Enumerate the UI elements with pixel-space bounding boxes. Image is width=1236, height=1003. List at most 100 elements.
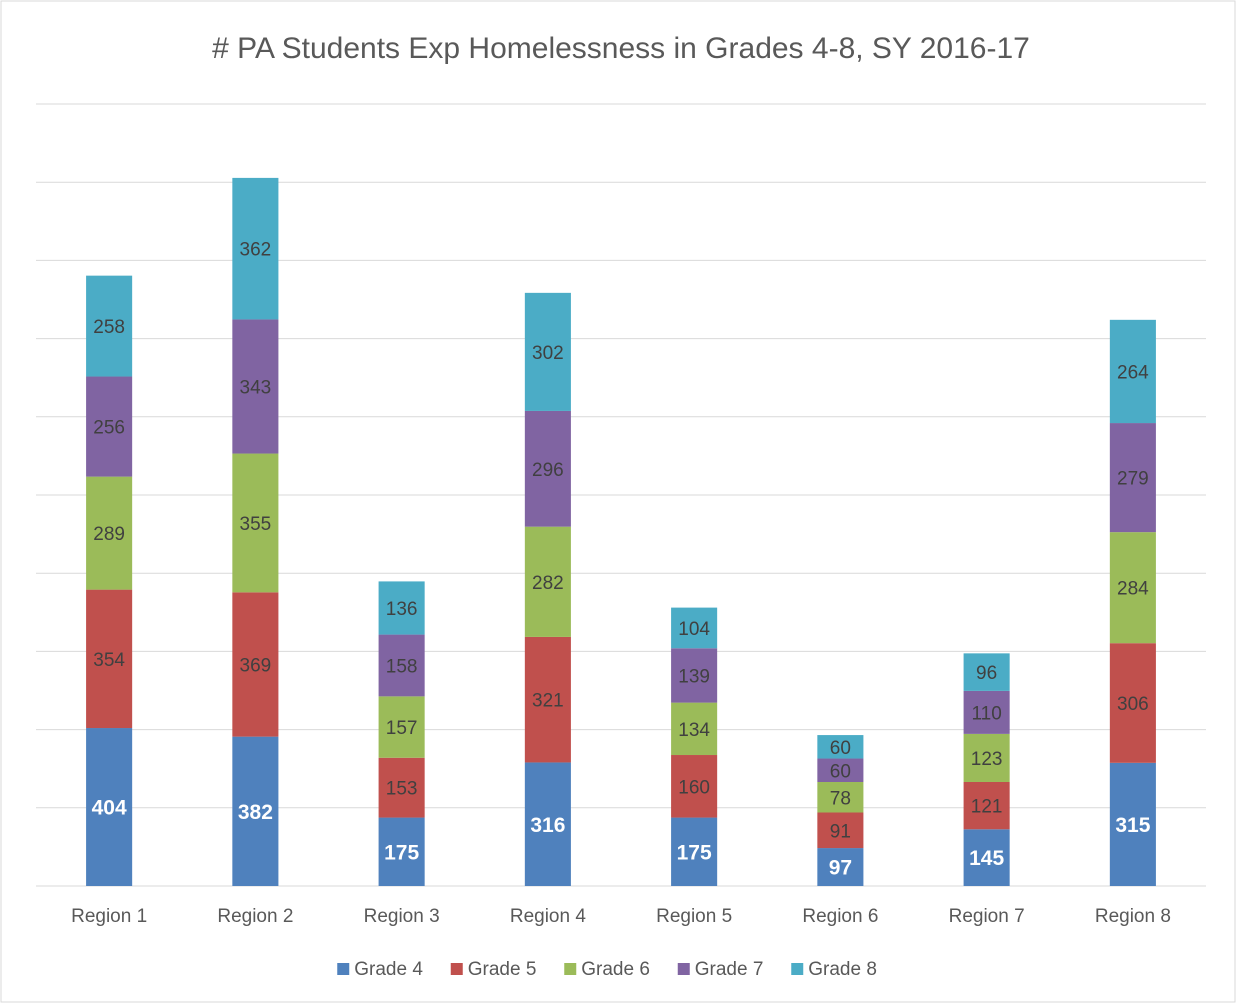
data-label: 302 [532, 343, 564, 364]
data-label: 157 [386, 718, 418, 739]
data-label: 284 [1117, 579, 1149, 600]
bar-segment [1109, 423, 1156, 533]
bar-segment [817, 735, 864, 759]
legend-swatch [337, 963, 350, 975]
data-label: 78 [830, 788, 851, 809]
data-label: 104 [678, 619, 710, 640]
bar-segment [671, 607, 718, 649]
legend-label: Grade 7 [695, 959, 764, 980]
x-tick-label: Region 1 [71, 906, 147, 927]
bar-segment [963, 733, 1010, 782]
data-label: 282 [532, 573, 564, 594]
bar-segment [1109, 319, 1156, 424]
data-label: 60 [830, 738, 851, 759]
bar-segment [1109, 532, 1156, 644]
legend-swatch [450, 963, 463, 975]
data-label: 136 [386, 599, 418, 620]
data-label: 96 [976, 663, 997, 684]
bar-segment [524, 292, 571, 411]
data-label: 175 [677, 841, 712, 864]
data-label: 97 [829, 857, 852, 880]
bar-segment [86, 275, 133, 377]
data-label: 145 [969, 847, 1004, 870]
data-label: 306 [1117, 694, 1149, 715]
data-label: 343 [240, 378, 272, 399]
x-tick-label: Region 5 [656, 906, 732, 927]
bar-segment [524, 762, 571, 886]
bar-segment [524, 526, 571, 637]
data-label: 110 [971, 703, 1001, 724]
data-label: 404 [92, 797, 127, 820]
data-label: 175 [384, 841, 419, 864]
bar-segment [86, 589, 133, 729]
data-label: 315 [1115, 814, 1150, 837]
bar-segment [963, 829, 1010, 886]
data-label: 354 [93, 650, 125, 671]
x-tick-label: Region 6 [802, 906, 878, 927]
bar-segment [1109, 762, 1156, 886]
bar-segment [817, 758, 864, 782]
bar-segment [671, 648, 718, 703]
data-label: 382 [238, 801, 273, 824]
bar-segment [963, 653, 1010, 691]
bar-segment [232, 592, 279, 737]
data-label: 121 [971, 797, 1003, 818]
bar-segment [378, 581, 425, 635]
data-label: 279 [1117, 469, 1149, 490]
bar-segment [232, 736, 279, 886]
x-tick-label: Region 2 [217, 906, 293, 927]
bar-segment [524, 636, 571, 763]
chart-title: # PA Students Exp Homelessness in Grades… [212, 32, 1030, 65]
bar-segment [671, 702, 718, 756]
data-label: 91 [830, 821, 851, 842]
bar-segment [378, 696, 425, 758]
bar-segment [232, 453, 279, 593]
bar-segment [817, 812, 864, 849]
data-label: 289 [93, 524, 125, 545]
bar-segment [378, 817, 425, 886]
x-tick-label: Region 4 [510, 906, 586, 927]
bar-segment [86, 728, 133, 886]
bar-segment [232, 177, 279, 320]
data-label: 316 [530, 814, 565, 837]
legend-swatch [791, 963, 804, 975]
legend-label: Grade 8 [808, 959, 877, 980]
data-label: 258 [93, 317, 125, 338]
data-label: 123 [971, 749, 1003, 770]
legend-label: Grade 6 [581, 959, 650, 980]
bar-segment [86, 376, 133, 477]
bar-segment [671, 817, 718, 886]
data-label: 362 [240, 240, 272, 261]
data-label: 355 [240, 514, 272, 535]
bar-segment [378, 757, 425, 818]
legend-swatch [677, 963, 690, 975]
bar-segment [817, 848, 864, 886]
data-label: 134 [678, 720, 710, 741]
data-label: 60 [830, 761, 851, 782]
x-tick-label: Region 8 [1095, 906, 1171, 927]
data-label: 158 [386, 656, 418, 677]
bar-segment [963, 690, 1010, 734]
bar-segment [1109, 643, 1156, 763]
bar-segment [378, 634, 425, 697]
bar-segment [232, 319, 279, 454]
data-label: 160 [678, 777, 710, 798]
bar-segment [963, 781, 1010, 830]
data-label: 296 [532, 460, 564, 481]
data-label: 256 [93, 418, 125, 439]
legend-swatch [564, 963, 577, 975]
legend-label: Grade 5 [468, 959, 537, 980]
data-label: 369 [240, 656, 272, 677]
data-label: 321 [532, 691, 564, 712]
x-tick-label: Region 7 [949, 906, 1025, 927]
bar-segment [524, 410, 571, 527]
x-tick-label: Region 3 [364, 906, 440, 927]
bar-segment [817, 781, 864, 813]
data-label: 153 [386, 779, 418, 800]
data-label: 264 [1117, 362, 1149, 383]
bar-segment [86, 476, 133, 590]
data-label: 139 [678, 666, 710, 687]
legend-label: Grade 4 [354, 959, 423, 980]
